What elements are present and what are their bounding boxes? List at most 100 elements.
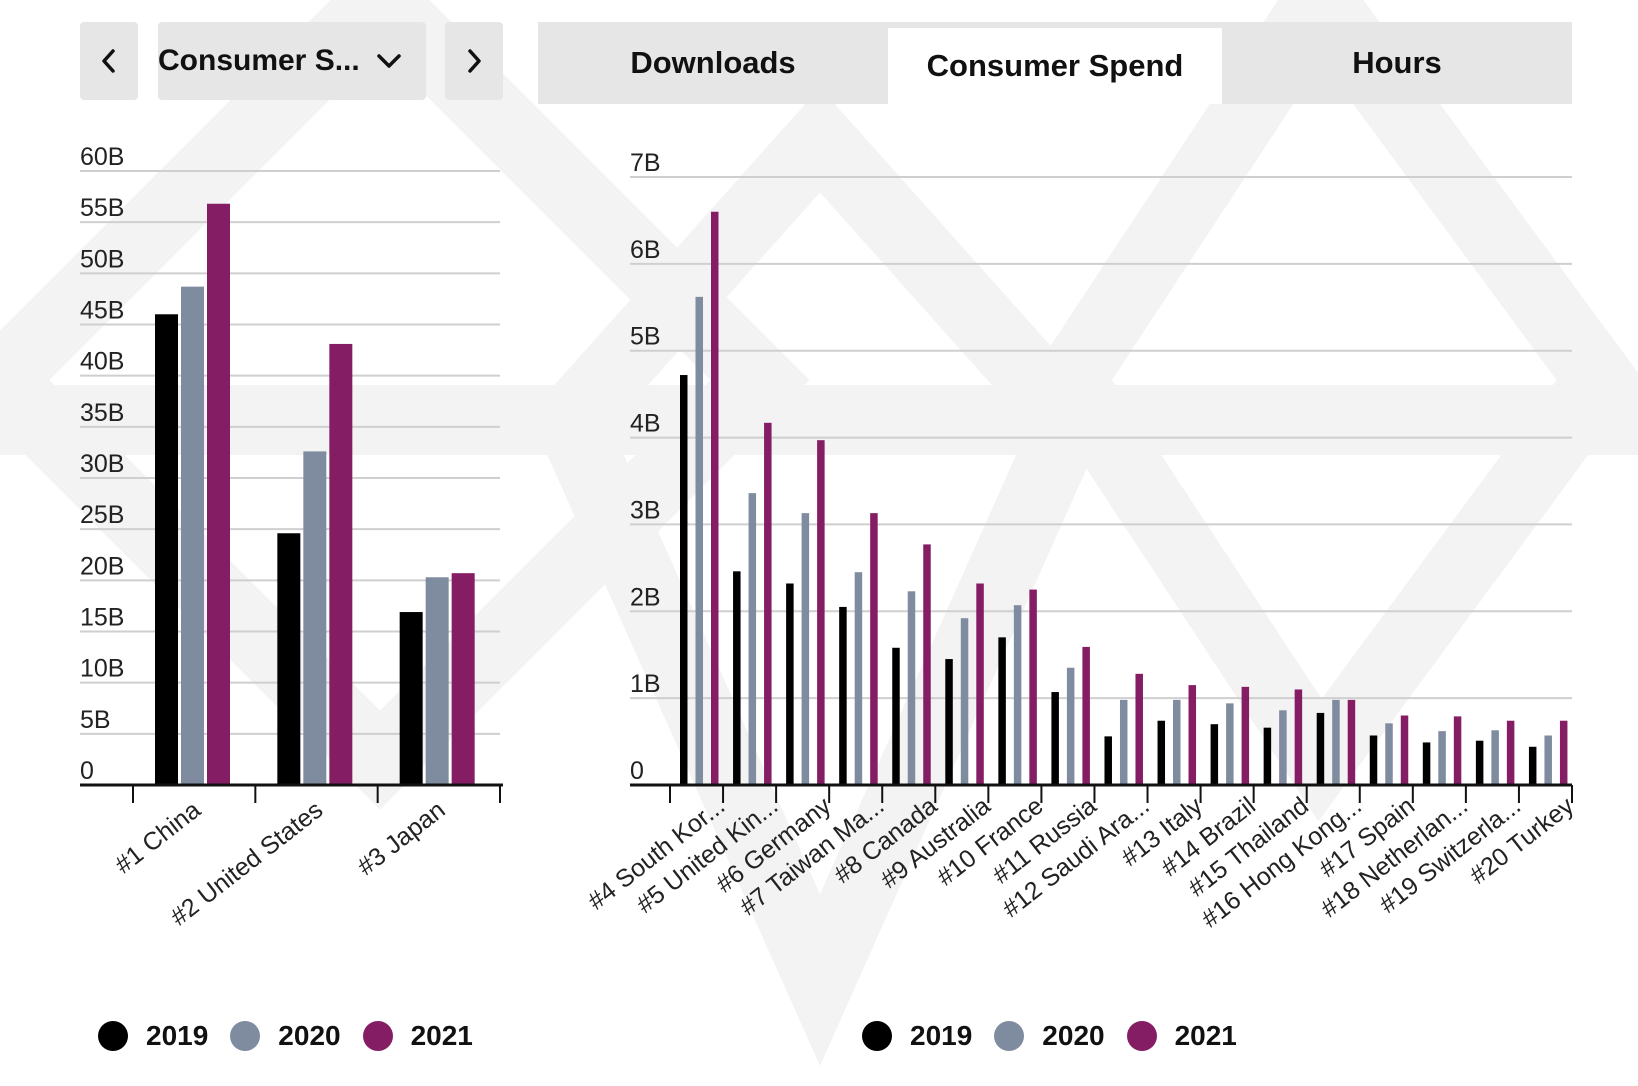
legend-label: 2021 bbox=[1174, 1020, 1237, 1051]
bar-2021 bbox=[1559, 720, 1568, 785]
y-tick-label: 60B bbox=[80, 143, 124, 171]
legend-right: 2019 2020 2021 bbox=[862, 1020, 1259, 1052]
bar-2021 bbox=[1294, 689, 1303, 785]
bar-2019 bbox=[733, 571, 741, 785]
bar-2019 bbox=[1316, 712, 1325, 785]
next-button[interactable] bbox=[445, 22, 503, 100]
bar-2019 bbox=[998, 637, 1006, 785]
legend-item-2020[interactable]: 2020 bbox=[994, 1020, 1105, 1052]
legend-label: 2020 bbox=[278, 1020, 341, 1051]
bar-2019 bbox=[1263, 727, 1272, 785]
y-tick-label: 35B bbox=[80, 399, 124, 427]
legend-item-2019[interactable]: 2019 bbox=[862, 1020, 972, 1052]
legend-dot-2020 bbox=[994, 1021, 1025, 1051]
bar-2020 bbox=[1119, 699, 1128, 785]
bar-2021 bbox=[1347, 699, 1356, 785]
bar-2021 bbox=[451, 573, 475, 785]
bar-2021 bbox=[817, 440, 825, 785]
bar-2019 bbox=[1210, 724, 1219, 785]
bar-2020 bbox=[695, 296, 703, 785]
y-tick-label: 30B bbox=[80, 450, 124, 478]
bar-2020 bbox=[1544, 735, 1552, 785]
legend-dot-2019 bbox=[862, 1021, 892, 1051]
metric-dropdown-label: Consumer S... bbox=[158, 44, 360, 77]
bar-2020 bbox=[748, 493, 757, 785]
bar-2021 bbox=[1400, 715, 1409, 785]
bar-2019 bbox=[1422, 742, 1431, 785]
bar-2021 bbox=[1506, 720, 1515, 785]
y-tick-label: 45B bbox=[80, 297, 124, 325]
bar-2021 bbox=[1135, 673, 1143, 785]
chevron-left-icon bbox=[102, 49, 115, 73]
chevron-right-icon bbox=[468, 49, 481, 73]
bar-2020 bbox=[425, 577, 449, 785]
legend-item-2020[interactable]: 2020 bbox=[230, 1020, 341, 1052]
bar-2019 bbox=[786, 583, 794, 785]
bar-2019 bbox=[892, 647, 900, 785]
tab-consumer-spend[interactable]: Consumer Spend bbox=[888, 28, 1222, 104]
metric-dropdown[interactable]: Consumer S... bbox=[158, 22, 426, 100]
y-tick-label: 3B bbox=[630, 496, 661, 524]
y-tick-label: 7B bbox=[630, 149, 661, 177]
bar-2020 bbox=[1385, 723, 1393, 785]
legend-label: 2020 bbox=[1042, 1020, 1105, 1051]
bar-2019 bbox=[1528, 746, 1537, 785]
chevron-down-icon bbox=[376, 54, 401, 68]
bar-2021 bbox=[1082, 646, 1090, 785]
bar-2019 bbox=[1475, 740, 1484, 785]
bar-2020 bbox=[801, 513, 810, 785]
tab-hours[interactable]: Hours bbox=[1352, 45, 1442, 80]
y-tick-label: 15B bbox=[80, 604, 124, 632]
y-tick-label: 55B bbox=[80, 194, 124, 222]
legend-dot-2021 bbox=[362, 1021, 393, 1051]
legend-label: 2021 bbox=[410, 1020, 473, 1051]
legend-dot-2019 bbox=[98, 1021, 128, 1051]
bar-2020 bbox=[1226, 703, 1234, 785]
bar-2021 bbox=[976, 583, 984, 785]
bar-2021 bbox=[711, 211, 719, 785]
legend-item-2021[interactable]: 2021 bbox=[1126, 1020, 1237, 1052]
tab-downloads[interactable]: Downloads bbox=[630, 45, 796, 80]
bar-2020 bbox=[1438, 731, 1446, 785]
y-tick-label: 5B bbox=[80, 706, 111, 734]
bar-2019 bbox=[399, 612, 423, 785]
bar-2021 bbox=[870, 513, 878, 785]
legend-label: 2019 bbox=[146, 1020, 209, 1051]
y-tick-label: 4B bbox=[630, 410, 661, 438]
legend-item-2021[interactable]: 2021 bbox=[362, 1020, 473, 1052]
y-tick-label: 10B bbox=[80, 655, 124, 683]
legend-dot-2021 bbox=[1126, 1021, 1157, 1051]
legend-dot-2020 bbox=[230, 1021, 261, 1051]
bar-2019 bbox=[680, 375, 688, 785]
legend-item-2019[interactable]: 2019 bbox=[98, 1020, 208, 1052]
bar-2019 bbox=[1369, 735, 1378, 785]
bar-2020 bbox=[1173, 699, 1181, 785]
bar-2019 bbox=[277, 533, 301, 785]
bar-2019 bbox=[1157, 720, 1166, 785]
y-tick-label: 20B bbox=[80, 552, 124, 580]
metric-tabs: Downloads Consumer Spend Hours bbox=[538, 22, 1572, 104]
bar-2020 bbox=[1332, 699, 1340, 785]
y-tick-label: 0 bbox=[630, 757, 644, 785]
y-tick-label: 5B bbox=[630, 323, 661, 351]
bar-2019 bbox=[839, 606, 847, 785]
bar-2021 bbox=[1188, 685, 1197, 785]
bar-2020 bbox=[854, 572, 863, 785]
y-tick-label: 25B bbox=[80, 501, 124, 529]
legend-label: 2019 bbox=[910, 1020, 973, 1051]
bar-2021 bbox=[923, 544, 931, 785]
bar-2020 bbox=[181, 286, 204, 785]
y-tick-label: 6B bbox=[630, 236, 661, 264]
y-tick-label: 40B bbox=[80, 348, 124, 376]
y-tick-label: 1B bbox=[630, 670, 661, 698]
y-tick-label: 0 bbox=[80, 757, 94, 785]
bar-2020 bbox=[1491, 730, 1499, 785]
bar-2020 bbox=[907, 591, 916, 785]
y-tick-label: 2B bbox=[630, 583, 661, 611]
bar-2020 bbox=[1013, 605, 1022, 785]
bar-2021 bbox=[1029, 589, 1037, 785]
bar-2021 bbox=[207, 203, 230, 785]
bar-2021 bbox=[329, 343, 353, 785]
previous-button[interactable] bbox=[80, 22, 138, 100]
